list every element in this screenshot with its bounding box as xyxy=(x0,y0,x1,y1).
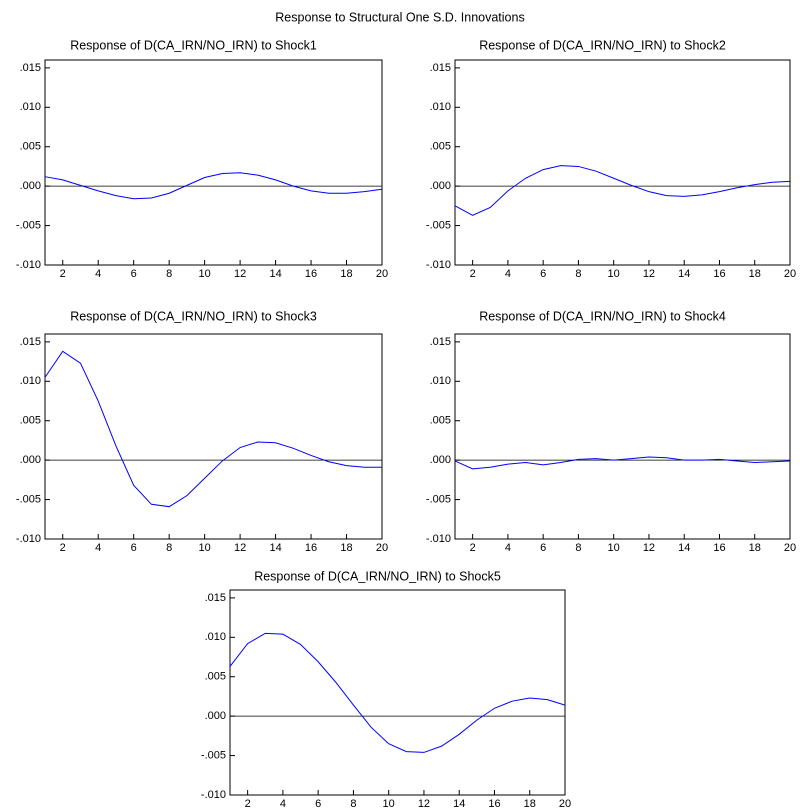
x-tick-label: 18 xyxy=(749,542,761,554)
x-tick-label: 4 xyxy=(95,268,101,280)
x-tick-label: 14 xyxy=(453,798,465,809)
y-tick-label: .000 xyxy=(20,454,41,466)
x-tick-label: 10 xyxy=(199,268,211,280)
y-tick-label: .010 xyxy=(430,101,451,113)
y-tick-label: .005 xyxy=(20,415,41,427)
x-tick-label: 8 xyxy=(575,542,581,554)
x-tick-label: 2 xyxy=(245,798,251,809)
panel-title: Response of D(CA_IRN/NO_IRN) to Shock1 xyxy=(70,38,317,52)
x-tick-label: 12 xyxy=(234,268,246,280)
x-tick-label: 12 xyxy=(234,542,246,554)
plot-frame xyxy=(44,333,383,540)
x-tick-label: 10 xyxy=(199,542,211,554)
plot-frame xyxy=(44,59,383,266)
x-tick-label: 18 xyxy=(749,268,761,280)
response-line xyxy=(454,456,791,470)
y-tick-label: .005 xyxy=(205,671,226,683)
x-tick-label: 10 xyxy=(608,268,620,280)
x-tick-label: 8 xyxy=(166,542,172,554)
x-tick-label: 4 xyxy=(280,798,286,809)
y-tick-label: .010 xyxy=(205,631,226,643)
x-tick-label: 6 xyxy=(131,268,137,280)
panel-title: Response of D(CA_IRN/NO_IRN) to Shock2 xyxy=(479,38,726,52)
x-tick-label: 6 xyxy=(315,798,321,809)
plot-frame xyxy=(454,333,791,540)
x-tick-label: 20 xyxy=(559,798,571,809)
x-tick-label: 8 xyxy=(350,798,356,809)
y-tick-label: .010 xyxy=(430,375,451,387)
x-tick-label: 6 xyxy=(540,268,546,280)
y-tick-label: .000 xyxy=(205,710,226,722)
x-tick-label: 20 xyxy=(376,268,388,280)
y-tick-label: .010 xyxy=(20,375,41,387)
y-tick-label: .005 xyxy=(20,141,41,153)
y-tick-label: -.005 xyxy=(426,493,451,505)
x-tick-label: 4 xyxy=(505,268,511,280)
x-tick-label: 10 xyxy=(383,798,395,809)
y-tick-label: -.010 xyxy=(16,533,41,545)
figure-title: Response to Structural One S.D. Innovati… xyxy=(275,10,524,24)
x-tick-label: 12 xyxy=(643,268,655,280)
panel-title: Response of D(CA_IRN/NO_IRN) to Shock4 xyxy=(479,309,726,323)
x-tick-label: 14 xyxy=(678,542,690,554)
y-tick-label: -.005 xyxy=(16,493,41,505)
x-tick-label: 18 xyxy=(340,542,352,554)
x-tick-label: 14 xyxy=(269,268,281,280)
x-tick-label: 6 xyxy=(131,542,137,554)
x-tick-label: 18 xyxy=(340,268,352,280)
y-tick-label: -.010 xyxy=(426,533,451,545)
x-tick-label: 16 xyxy=(713,268,725,280)
plot-frame xyxy=(454,59,791,266)
x-tick-label: 4 xyxy=(95,542,101,554)
y-tick-label: -.005 xyxy=(426,219,451,231)
x-tick-label: 14 xyxy=(678,268,690,280)
y-tick-label: .015 xyxy=(20,336,41,348)
x-tick-label: 8 xyxy=(166,268,172,280)
response-line xyxy=(229,632,566,753)
x-tick-label: 2 xyxy=(60,268,66,280)
x-tick-label: 16 xyxy=(488,798,500,809)
y-tick-label: .005 xyxy=(430,141,451,153)
y-tick-label: -.010 xyxy=(201,789,226,801)
y-tick-label: -.005 xyxy=(16,219,41,231)
y-tick-label: -.005 xyxy=(201,749,226,761)
plot-frame xyxy=(229,589,566,796)
x-tick-label: 16 xyxy=(305,542,317,554)
x-tick-label: 6 xyxy=(540,542,546,554)
y-tick-label: .010 xyxy=(20,101,41,113)
x-tick-label: 10 xyxy=(608,542,620,554)
x-tick-label: 20 xyxy=(784,542,796,554)
x-tick-label: 18 xyxy=(524,798,536,809)
y-tick-label: .000 xyxy=(430,180,451,192)
x-tick-label: 2 xyxy=(60,542,66,554)
response-line xyxy=(454,165,791,216)
x-tick-label: 16 xyxy=(305,268,317,280)
x-tick-label: 12 xyxy=(643,542,655,554)
y-tick-label: .015 xyxy=(430,62,451,74)
response-line xyxy=(44,172,383,200)
x-tick-label: 2 xyxy=(470,542,476,554)
panel-title: Response of D(CA_IRN/NO_IRN) to Shock3 xyxy=(70,309,317,323)
x-tick-label: 20 xyxy=(784,268,796,280)
y-tick-label: .015 xyxy=(430,336,451,348)
y-tick-label: -.010 xyxy=(16,259,41,271)
y-tick-label: .000 xyxy=(430,454,451,466)
x-tick-label: 4 xyxy=(505,542,511,554)
response-line xyxy=(44,350,382,508)
y-tick-label: .015 xyxy=(205,592,226,604)
y-tick-label: -.010 xyxy=(426,259,451,271)
x-tick-label: 8 xyxy=(575,268,581,280)
y-tick-label: .000 xyxy=(20,180,41,192)
x-tick-label: 20 xyxy=(376,542,388,554)
x-tick-label: 2 xyxy=(470,268,476,280)
x-tick-label: 14 xyxy=(269,542,281,554)
panel-title: Response of D(CA_IRN/NO_IRN) to Shock5 xyxy=(254,569,501,583)
x-tick-label: 12 xyxy=(418,798,430,809)
x-tick-label: 16 xyxy=(713,542,725,554)
y-tick-label: .015 xyxy=(20,62,41,74)
y-tick-label: .005 xyxy=(430,415,451,427)
